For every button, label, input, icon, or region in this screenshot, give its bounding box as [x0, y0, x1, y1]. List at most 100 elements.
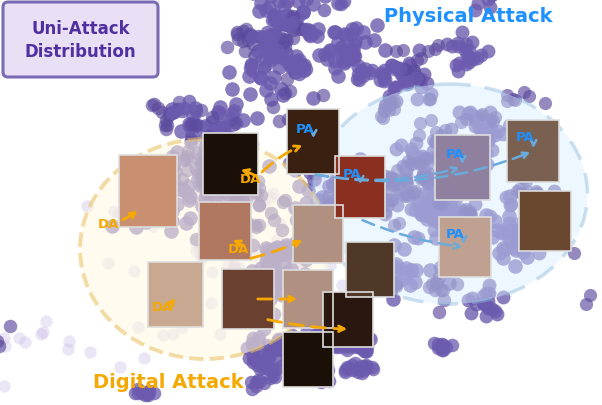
Point [303, 188, 313, 194]
Point [160, 192, 169, 198]
Point [279, 279, 288, 286]
Point [512, 240, 522, 246]
Point [233, 226, 243, 232]
Point [302, 343, 312, 349]
Point [420, 211, 430, 218]
Point [252, 305, 262, 312]
Point [204, 216, 214, 223]
Text: DA: DA [98, 218, 119, 231]
Point [461, 168, 471, 175]
Point [411, 74, 420, 81]
Point [158, 332, 167, 339]
Point [205, 224, 215, 230]
Point [188, 311, 197, 317]
Point [485, 5, 495, 11]
Point [283, 294, 293, 301]
Point [320, 328, 329, 335]
Point [250, 189, 260, 196]
Point [299, 341, 309, 348]
Point [361, 173, 371, 179]
Point [222, 164, 232, 170]
Point [266, 211, 276, 217]
Point [130, 211, 140, 218]
Point [389, 179, 399, 185]
Point [261, 363, 271, 370]
Point [20, 339, 29, 345]
Point [206, 165, 216, 172]
Point [413, 159, 423, 166]
Point [248, 243, 258, 249]
Point [232, 196, 241, 203]
Point [259, 44, 268, 51]
Point [413, 76, 423, 82]
Point [278, 227, 287, 234]
Point [262, 247, 272, 254]
Point [226, 183, 236, 190]
Point [209, 127, 219, 134]
Point [446, 182, 456, 188]
Point [270, 374, 280, 380]
Point [477, 112, 486, 118]
Point [164, 113, 173, 119]
Point [343, 347, 352, 353]
Point [295, 279, 305, 286]
Point [439, 200, 449, 206]
Point [350, 322, 359, 328]
Point [464, 60, 474, 66]
Text: DA: DA [151, 301, 173, 314]
Point [330, 58, 340, 65]
Point [446, 126, 456, 133]
Point [265, 194, 275, 200]
Point [280, 197, 290, 204]
Point [273, 23, 283, 29]
Point [324, 183, 334, 189]
Point [465, 212, 475, 218]
Point [438, 219, 447, 225]
Point [435, 180, 444, 187]
Bar [335, 157, 385, 218]
Point [316, 324, 326, 331]
Point [275, 22, 285, 28]
Point [132, 224, 141, 230]
Point [197, 185, 206, 192]
Point [473, 185, 482, 191]
Point [464, 48, 474, 55]
Point [446, 219, 456, 226]
Point [279, 199, 288, 205]
Point [140, 200, 150, 207]
Bar [439, 217, 491, 277]
Point [169, 162, 179, 168]
Point [297, 26, 307, 33]
Point [208, 269, 217, 275]
Point [264, 366, 274, 372]
Bar [346, 242, 394, 297]
Bar [346, 242, 394, 297]
Point [346, 327, 356, 333]
Point [301, 66, 311, 73]
Point [408, 153, 417, 160]
Point [219, 190, 229, 196]
Point [368, 250, 378, 256]
Point [490, 115, 500, 122]
Point [344, 312, 354, 319]
Point [471, 179, 480, 185]
Point [302, 336, 312, 343]
Point [305, 33, 315, 40]
Point [371, 23, 381, 30]
Point [453, 217, 463, 223]
Point [437, 201, 447, 207]
Point [471, 144, 481, 151]
Point [249, 68, 258, 75]
Point [264, 38, 273, 45]
Point [288, 14, 298, 21]
Point [517, 236, 526, 242]
Point [262, 355, 272, 362]
Point [512, 221, 522, 227]
Point [141, 219, 150, 225]
Point [210, 184, 220, 191]
Point [354, 77, 364, 84]
Point [414, 198, 423, 205]
Point [193, 176, 203, 183]
Bar [147, 262, 202, 327]
Bar [323, 292, 373, 347]
